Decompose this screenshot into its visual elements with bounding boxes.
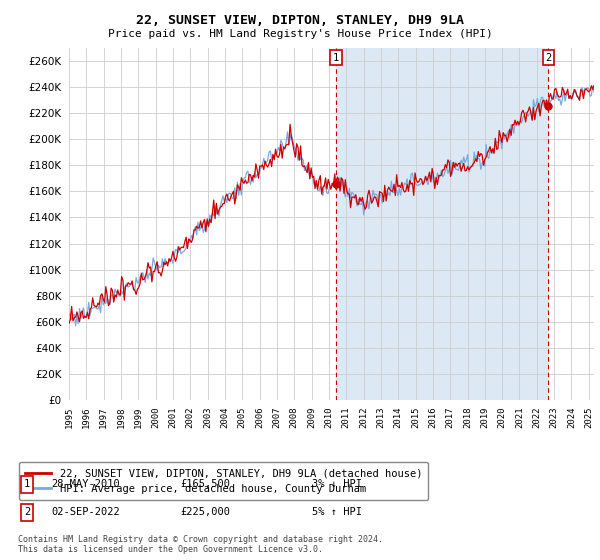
Text: £165,500: £165,500 bbox=[180, 479, 230, 489]
Text: 22, SUNSET VIEW, DIPTON, STANLEY, DH9 9LA: 22, SUNSET VIEW, DIPTON, STANLEY, DH9 9L… bbox=[136, 14, 464, 27]
Text: Contains HM Land Registry data © Crown copyright and database right 2024.
This d: Contains HM Land Registry data © Crown c… bbox=[18, 535, 383, 554]
Text: 3% ↓ HPI: 3% ↓ HPI bbox=[312, 479, 362, 489]
Text: Price paid vs. HM Land Registry's House Price Index (HPI): Price paid vs. HM Land Registry's House … bbox=[107, 29, 493, 39]
Text: 1: 1 bbox=[333, 53, 339, 63]
Text: 28-MAY-2010: 28-MAY-2010 bbox=[51, 479, 120, 489]
Bar bbox=[336, 48, 548, 400]
Text: 2: 2 bbox=[545, 53, 551, 63]
Legend: 22, SUNSET VIEW, DIPTON, STANLEY, DH9 9LA (detached house), HPI: Average price, : 22, SUNSET VIEW, DIPTON, STANLEY, DH9 9L… bbox=[19, 462, 428, 500]
Text: 2: 2 bbox=[24, 507, 30, 517]
Text: 1: 1 bbox=[24, 479, 30, 489]
Text: 02-SEP-2022: 02-SEP-2022 bbox=[51, 507, 120, 517]
Text: 5% ↑ HPI: 5% ↑ HPI bbox=[312, 507, 362, 517]
Text: £225,000: £225,000 bbox=[180, 507, 230, 517]
